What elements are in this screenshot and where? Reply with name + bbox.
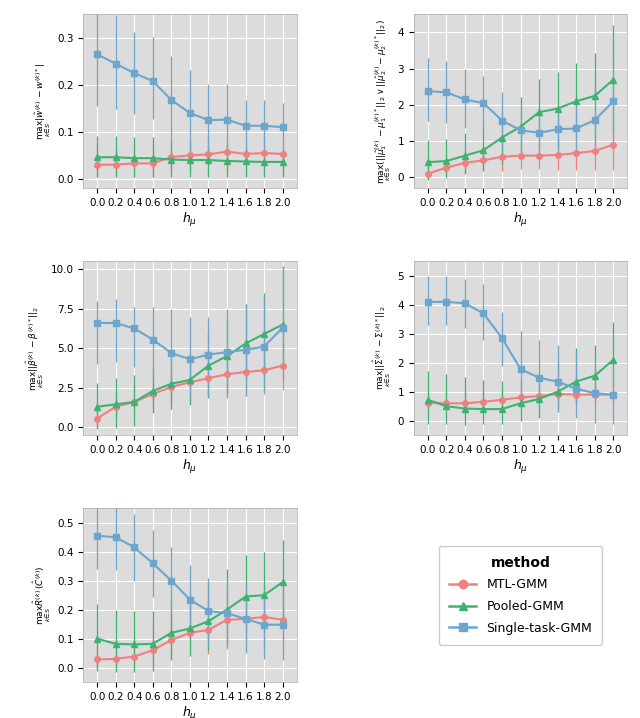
Y-axis label: $\max_{k\in S}||\hat{\Sigma}^{(k)}-\Sigma^{(k)*}||_2$: $\max_{k\in S}||\hat{\Sigma}^{(k)}-\Sigm…	[372, 306, 394, 391]
X-axis label: $h_\mu$: $h_\mu$	[182, 457, 197, 476]
Legend: MTL-GMM, Pooled-GMM, Single-task-GMM: MTL-GMM, Pooled-GMM, Single-task-GMM	[439, 546, 602, 645]
Y-axis label: $\max_{k\in S}|\hat{w}^{(k)}-w^{(k)*}|$: $\max_{k\in S}|\hat{w}^{(k)}-w^{(k)*}|$	[33, 62, 53, 140]
X-axis label: $h_\mu$: $h_\mu$	[513, 457, 528, 476]
X-axis label: $h_\mu$: $h_\mu$	[182, 704, 197, 718]
Y-axis label: $\max_{k\in S}||\hat{\beta}^{(k)}-\beta^{(k)*}||_2$: $\max_{k\in S}||\hat{\beta}^{(k)}-\beta^…	[25, 306, 46, 391]
X-axis label: $h_\mu$: $h_\mu$	[513, 211, 528, 229]
Y-axis label: $\max_{k\in S}\hat{R}^{(k)}(\hat{C}^{(k)})$: $\max_{k\in S}\hat{R}^{(k)}(\hat{C}^{(k)…	[31, 565, 53, 625]
Y-axis label: $\max_{k\in S}(||\hat{\mu}_1^{(k)}-\mu_1^{(k)*}||_{2}\vee||\hat{\mu}_2^{(k)}-\mu: $\max_{k\in S}(||\hat{\mu}_1^{(k)}-\mu_1…	[374, 19, 394, 184]
X-axis label: $h_\mu$: $h_\mu$	[182, 211, 197, 229]
